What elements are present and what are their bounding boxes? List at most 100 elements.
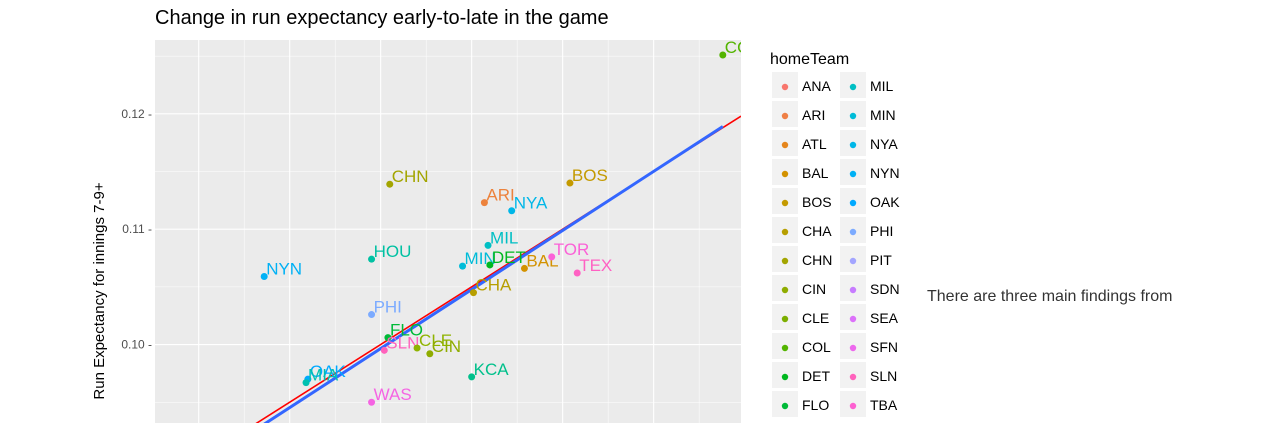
point-mia xyxy=(302,379,310,387)
plot-background xyxy=(155,40,741,423)
point-cin xyxy=(426,350,434,358)
legend-key-point xyxy=(849,199,857,207)
point-cha xyxy=(469,289,477,297)
legend-label-oak: OAK xyxy=(870,194,900,210)
legend-label-bal: BAL xyxy=(802,165,829,181)
point-ari xyxy=(480,199,488,207)
point-mil xyxy=(484,241,492,249)
legend-label-sln: SLN xyxy=(870,368,897,384)
legend-key-point xyxy=(781,286,789,294)
point-label-bos: BOS xyxy=(572,166,608,185)
point-label-oak: OAK xyxy=(310,362,347,381)
point-label-kca: KCA xyxy=(474,360,510,379)
legend-key-point xyxy=(781,257,789,265)
legend-label-phi: PHI xyxy=(870,223,893,239)
point-kca xyxy=(468,373,476,381)
point-label-sln: SLN xyxy=(386,333,419,352)
legend: homeTeam ANA ARI ATL BAL BOS CHA CHN CIN CLE COL D… xyxy=(770,51,900,417)
legend-label-min: MIN xyxy=(870,107,896,123)
y-axis-label: Run Expectancy for innings 7-9+ xyxy=(91,182,108,399)
lines-layer xyxy=(255,115,741,423)
point-det xyxy=(486,261,494,269)
point-co xyxy=(719,51,727,59)
point-label-was: WAS xyxy=(374,385,412,404)
point-was xyxy=(368,398,376,406)
point-label-cle: CLE xyxy=(419,331,452,350)
legend-key-point xyxy=(781,199,789,207)
legend-label-sfn: SFN xyxy=(870,339,898,355)
legend-label-mil: MIL xyxy=(870,78,894,94)
point-label-tex: TEX xyxy=(579,256,612,275)
legend-key-point xyxy=(781,373,789,381)
legend-label-col: COL xyxy=(802,339,831,355)
point-label-mia: MIA xyxy=(308,366,339,385)
legend-key-point xyxy=(781,315,789,323)
point-label-cin: CIN xyxy=(432,337,461,356)
point-flo xyxy=(384,334,392,342)
point-min xyxy=(459,262,467,270)
legend-key-point xyxy=(781,83,789,91)
legend-key-point xyxy=(849,402,857,410)
legend-title: homeTeam xyxy=(770,51,849,68)
point-label-chn: CHN xyxy=(392,167,429,186)
legend-key-point xyxy=(781,228,789,236)
legend-label-sea: SEA xyxy=(870,310,899,326)
legend-label-flo: FLO xyxy=(802,397,829,413)
point-nyn xyxy=(260,272,268,280)
legend-key-point xyxy=(849,257,857,265)
legend-label-nyn: NYN xyxy=(870,165,900,181)
legend-key-point xyxy=(781,112,789,120)
point-bos xyxy=(566,179,574,187)
legend-label-nya: NYA xyxy=(870,136,898,152)
legend-label-det: DET xyxy=(802,368,830,384)
point-label-nya: NYA xyxy=(514,194,548,213)
point-nya xyxy=(508,207,516,215)
legend-key-point xyxy=(781,344,789,352)
point-tex xyxy=(573,269,581,277)
point-label-tor: TOR xyxy=(554,240,590,259)
fit-line xyxy=(263,125,724,423)
legend-key-point xyxy=(849,373,857,381)
point-label-flo: FLO xyxy=(390,321,423,340)
legend-key-point xyxy=(849,112,857,120)
chart-title: Change in run expectancy early-to-late i… xyxy=(155,7,609,29)
legend-key-point xyxy=(781,141,789,149)
legend-label-cin: CIN xyxy=(802,281,826,297)
point-label-hou: HOU xyxy=(374,242,412,261)
findings-text: There are three main findings from xyxy=(927,288,1173,305)
legend-key-point xyxy=(849,141,857,149)
legend-key-point xyxy=(849,83,857,91)
legend-key-point xyxy=(849,170,857,178)
y-tick-label: 0.11 - xyxy=(122,222,152,236)
legend-key-point xyxy=(849,286,857,294)
legend-label-bos: BOS xyxy=(802,194,832,210)
point-label-det: DET xyxy=(492,248,526,267)
legend-label-ana: ANA xyxy=(802,78,831,94)
legend-label-cle: CLE xyxy=(802,310,829,326)
y-tick-label: 0.10 - xyxy=(121,338,152,352)
point-label-mil: MIL xyxy=(490,228,518,247)
legend-label-pit: PIT xyxy=(870,252,892,268)
legend-label-tba: TBA xyxy=(870,397,898,413)
legend-label-atl: ATL xyxy=(802,136,827,152)
legend-label-chn: CHN xyxy=(802,252,832,268)
point-hou xyxy=(368,255,376,263)
point-label-co: CO xyxy=(725,38,751,57)
y-tick-label: 0.12 - xyxy=(121,107,152,121)
legend-label-cha: CHA xyxy=(802,223,832,239)
point-tor xyxy=(548,253,556,261)
point-bal xyxy=(520,264,528,272)
point-label-nyn: NYN xyxy=(266,259,302,278)
point-sln xyxy=(380,346,388,354)
point-label-cha: CHA xyxy=(475,276,512,295)
legend-key-point xyxy=(781,170,789,178)
legend-key-point xyxy=(849,344,857,352)
legend-key-point xyxy=(849,315,857,323)
point-cle xyxy=(413,344,421,352)
legend-key-point xyxy=(781,402,789,410)
point-phi xyxy=(368,311,376,319)
legend-key-point xyxy=(849,228,857,236)
